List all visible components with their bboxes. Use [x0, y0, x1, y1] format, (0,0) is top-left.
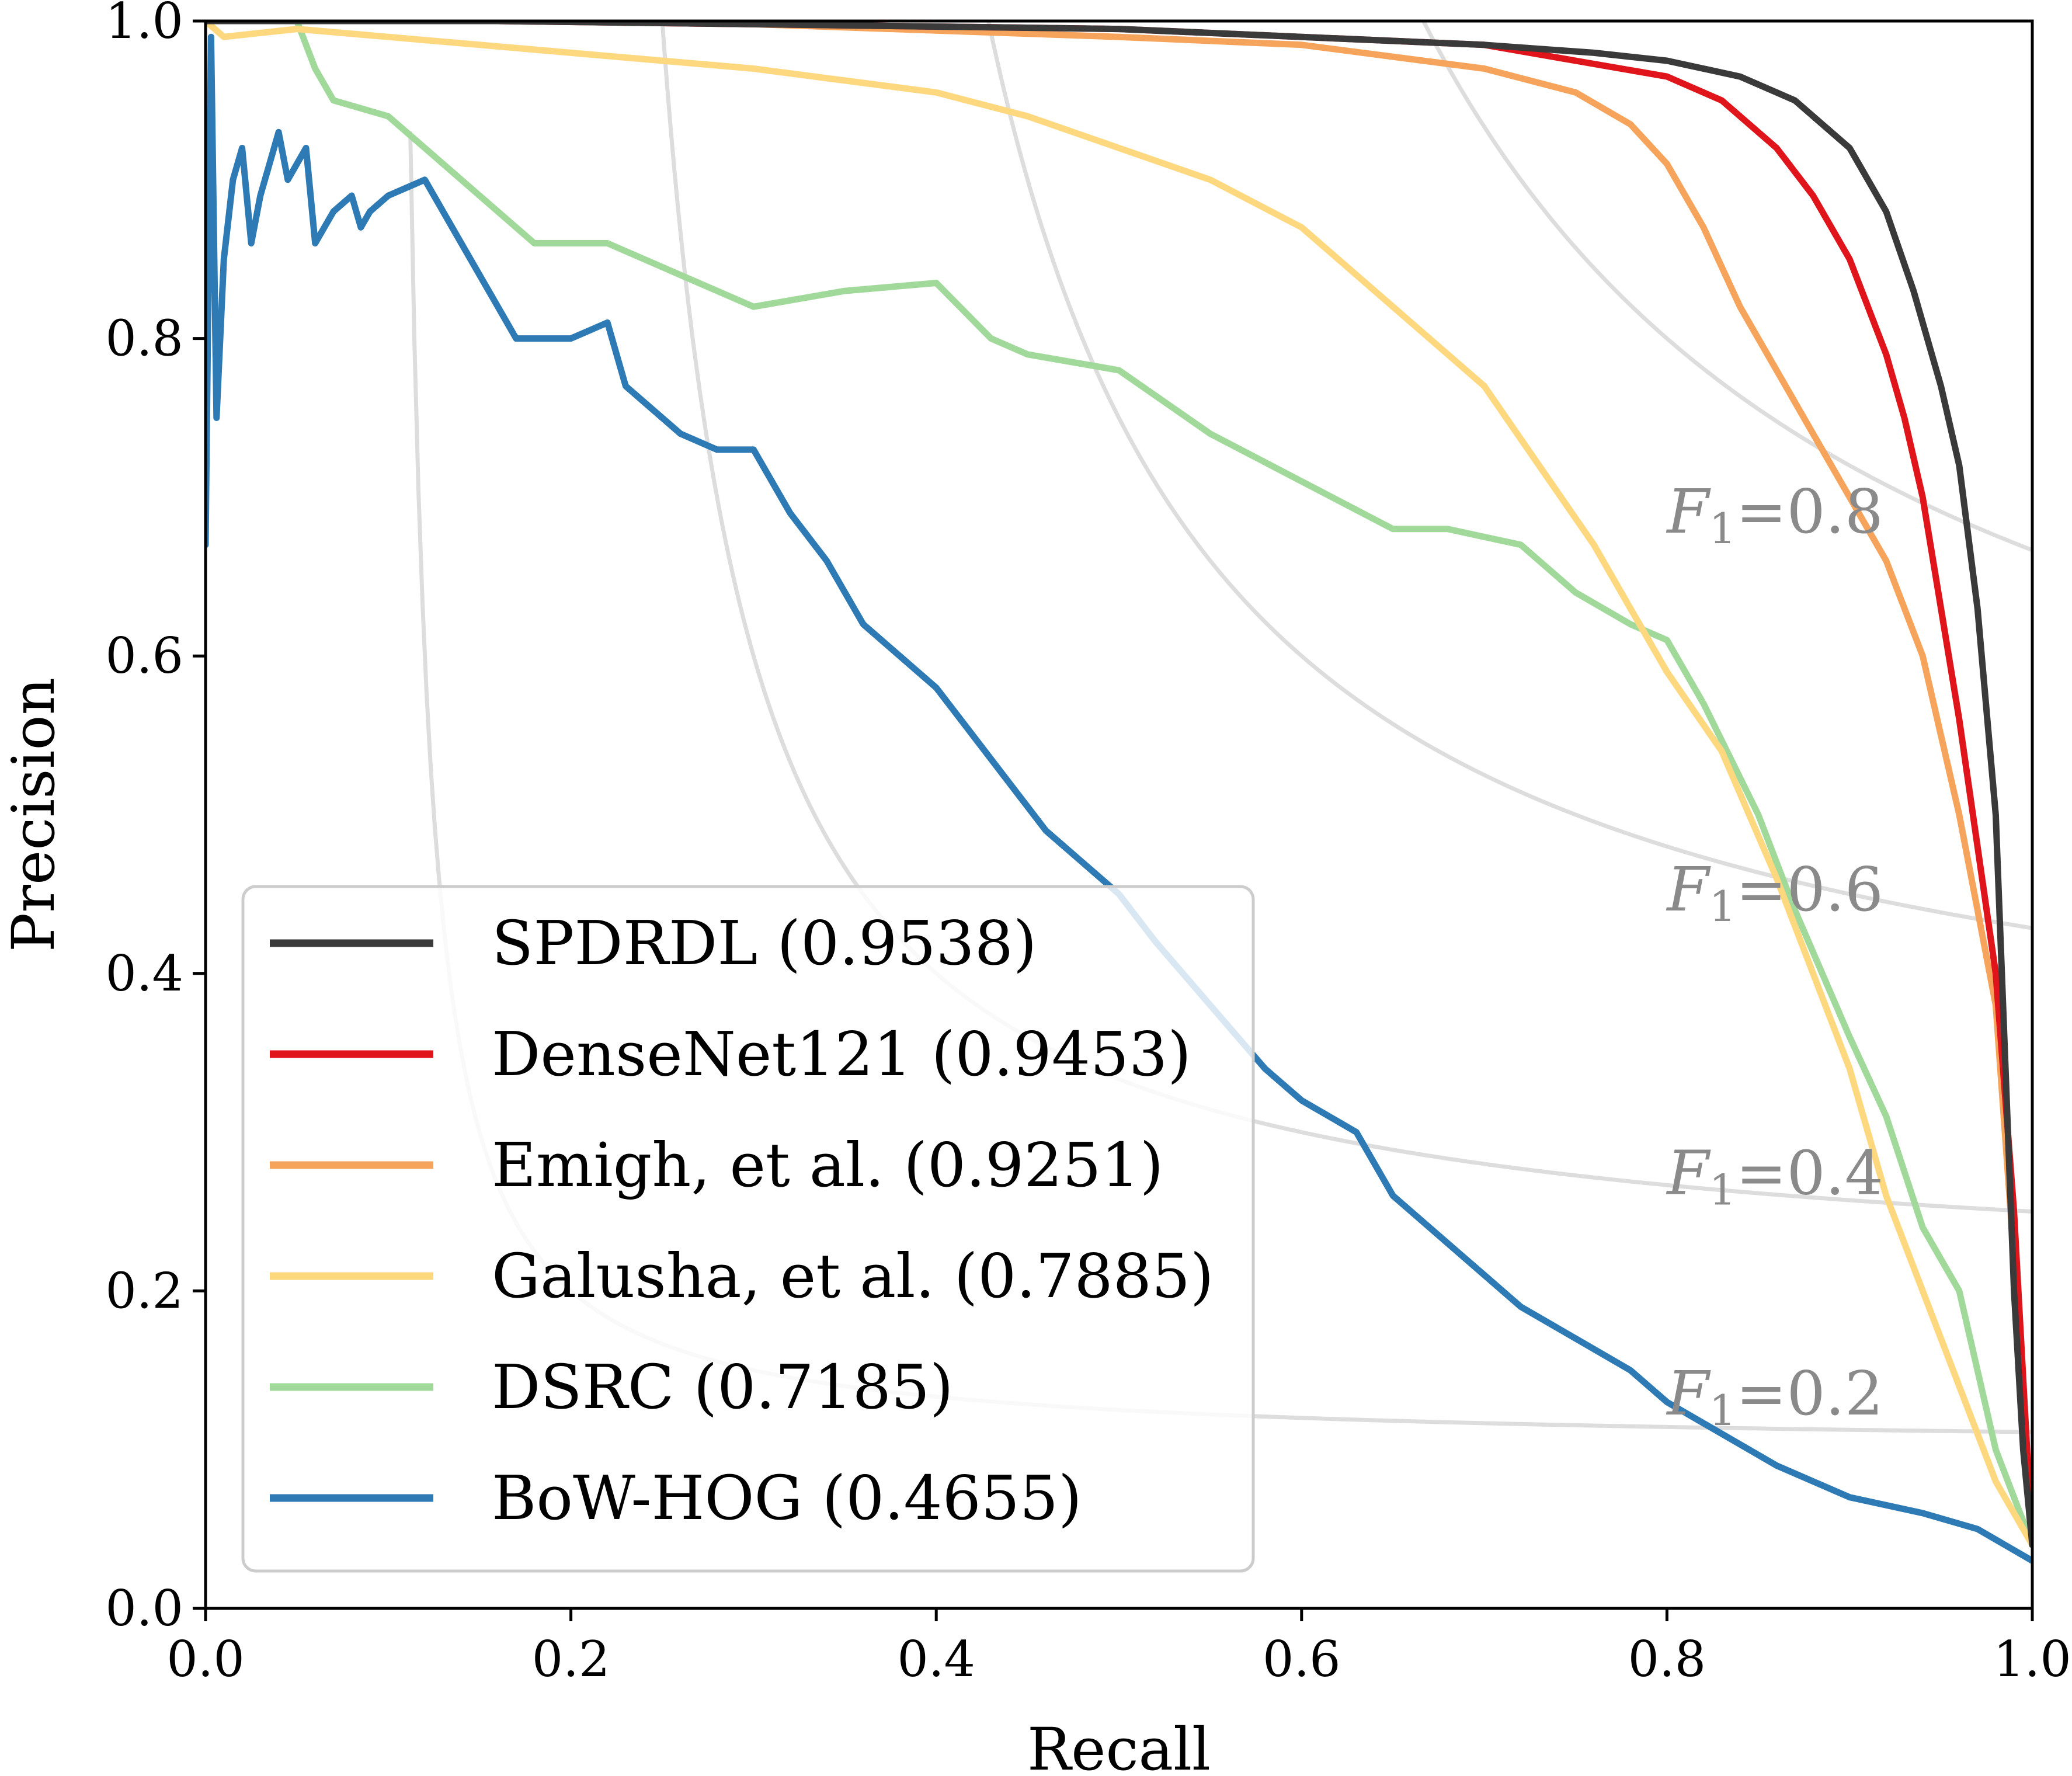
x-tick-label: 1.0 — [1993, 1631, 2071, 1688]
series-line — [206, 21, 2032, 1548]
iso-f1-label-sub: 1 — [1709, 504, 1736, 553]
series-line — [206, 21, 2032, 1548]
series-line — [206, 21, 2032, 1548]
y-tick-label: 1.0 — [105, 0, 183, 50]
iso-f1-label-sub: 1 — [1709, 882, 1736, 931]
iso-f1-label: F1=0.8 — [1666, 476, 1883, 553]
iso-f1-label: F1=0.2 — [1666, 1358, 1883, 1435]
legend-label: SPDRDL (0.9538) — [492, 908, 1037, 979]
iso-f1-label-value: =0.2 — [1736, 1358, 1883, 1429]
y-tick-label: 0.4 — [105, 945, 183, 1002]
y-axis-ticks: 0.0 0.2 0.4 0.6 0.8 1.0 — [105, 0, 206, 1637]
x-tick-label: 0.8 — [1628, 1631, 1706, 1688]
iso-f1-label-sub: 1 — [1709, 1166, 1736, 1215]
y-tick-label: 0.2 — [105, 1262, 183, 1319]
x-axis-label: Recall — [1027, 1715, 1211, 1776]
iso-f1-label-var: F — [1666, 1358, 1711, 1429]
iso-f1-labels: F1=0.2F1=0.4F1=0.6F1=0.8 — [1666, 476, 1883, 1435]
iso-f1-label-value: =0.6 — [1736, 854, 1883, 925]
legend-label: Galusha, et al. (0.7885) — [492, 1240, 1214, 1312]
x-tick-label: 0.0 — [166, 1631, 245, 1688]
iso-f1-label-value: =0.8 — [1736, 476, 1883, 547]
legend-label: DSRC (0.7185) — [492, 1351, 954, 1423]
iso-f1-label-sub: 1 — [1709, 1386, 1736, 1435]
x-tick-label: 0.4 — [897, 1631, 975, 1688]
iso-f1-curve — [1421, 21, 2032, 552]
series-line — [206, 33, 2032, 1564]
x-axis-ticks: 0.0 0.2 0.4 0.6 0.8 1.0 — [166, 1608, 2071, 1688]
legend-label: BoW-HOG (0.4655) — [492, 1462, 1082, 1534]
iso-f1-label: F1=0.6 — [1666, 854, 1883, 931]
iso-f1-curve — [986, 21, 2032, 930]
legend: SPDRDL (0.9538) DenseNet121 (0.9453) Emigh… — [241, 885, 1255, 1573]
x-tick-label: 0.2 — [532, 1631, 610, 1688]
y-tick-label: 0.8 — [105, 310, 183, 367]
plot-frame — [204, 19, 2034, 1610]
legend-label: DenseNet121 (0.9453) — [492, 1019, 1191, 1090]
legend-box — [241, 885, 1255, 1573]
y-tick-label: 0.6 — [105, 627, 183, 684]
x-tick-label: 0.6 — [1263, 1631, 1341, 1688]
y-tick-label: 0.0 — [105, 1580, 183, 1637]
iso-f1-label-var: F — [1666, 854, 1711, 925]
iso-f1-label: F1=0.4 — [1666, 1138, 1883, 1215]
iso-f1-label-var: F — [1666, 476, 1711, 547]
series-line — [206, 21, 2032, 1548]
iso-f1-label-value: =0.4 — [1736, 1138, 1883, 1209]
legend-label: Emigh, et al. (0.9251) — [492, 1129, 1163, 1201]
y-axis-label: Precision — [0, 677, 68, 952]
iso-f1-label-var: F — [1666, 1138, 1711, 1209]
series-lines — [206, 21, 2032, 1564]
